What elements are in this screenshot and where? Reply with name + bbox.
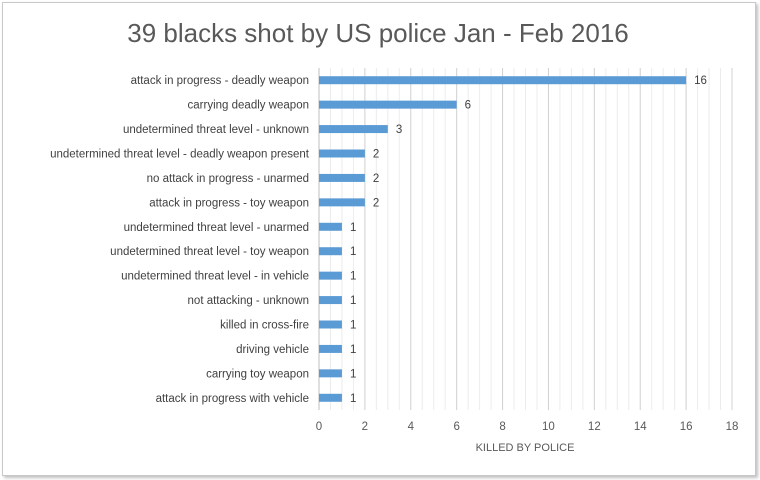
value-label: 1 [350,368,356,380]
x-tick-label: 18 [726,421,739,433]
category-label: carrying deadly weapon [188,100,309,112]
category-label: driving vehicle [236,344,309,356]
value-label: 2 [373,173,379,185]
bar [319,247,342,256]
x-tick-label: 0 [316,421,322,433]
gridlines [318,68,733,410]
category-label: carrying toy weapon [206,368,309,380]
value-label: 6 [465,100,471,112]
category-label: undetermined threat level - deadly weapo… [50,149,310,161]
bar [319,393,342,402]
bar [319,296,342,305]
value-label: 3 [396,124,402,136]
x-tick-label: 16 [680,421,693,433]
x-axis-label: KILLED BY POLICE [476,442,575,454]
bars [319,76,687,402]
bar [319,320,342,329]
bar [319,173,365,182]
value-label: 1 [350,246,356,258]
bar [319,271,342,280]
category-label: attack in progress with vehicle [156,393,309,405]
x-tick-label: 6 [453,421,459,433]
x-tick-labels: 0 2 4 6 8 10 12 14 16 18 [316,421,739,433]
category-label: attack in progress - toy weapon [149,197,309,209]
x-tick-label: 14 [634,421,647,433]
x-tick-label: 12 [588,421,601,433]
category-label: killed in cross-fire [220,320,309,332]
value-labels: 16 6 3 2 2 2 1 1 1 1 1 1 1 1 [350,75,707,405]
chart-title: 39 blacks shot by US police Jan - Feb 20… [127,18,629,48]
category-label: attack in progress - deadly weapon [131,75,309,87]
category-labels: attack in progress - deadly weapon carryi… [50,75,310,405]
value-label: 1 [350,344,356,356]
x-tick-label: 2 [362,421,368,433]
value-label: 1 [350,271,356,283]
value-label: 1 [350,320,356,332]
value-label: 2 [373,197,379,209]
category-label: undetermined threat level - toy weapon [110,246,309,258]
category-label: no attack in progress - unarmed [147,173,309,185]
bar [319,125,388,134]
bar [319,222,342,231]
bar [319,344,342,353]
category-label: undetermined threat level - in vehicle [121,271,309,283]
value-label: 16 [694,75,707,87]
bar [319,100,457,109]
bar [319,369,342,378]
category-label: not attacking - unknown [188,295,309,307]
value-label: 1 [350,222,356,234]
bar [319,198,365,207]
value-label: 1 [350,393,356,405]
category-label: undetermined threat level - unknown [123,124,309,136]
category-label: undetermined threat level - unarmed [124,222,309,234]
value-label: 1 [350,295,356,307]
bar [319,149,365,158]
x-tick-label: 8 [499,421,505,433]
value-label: 2 [373,149,379,161]
x-tick-label: 10 [542,421,555,433]
x-tick-label: 4 [408,421,415,433]
bar [319,76,687,85]
